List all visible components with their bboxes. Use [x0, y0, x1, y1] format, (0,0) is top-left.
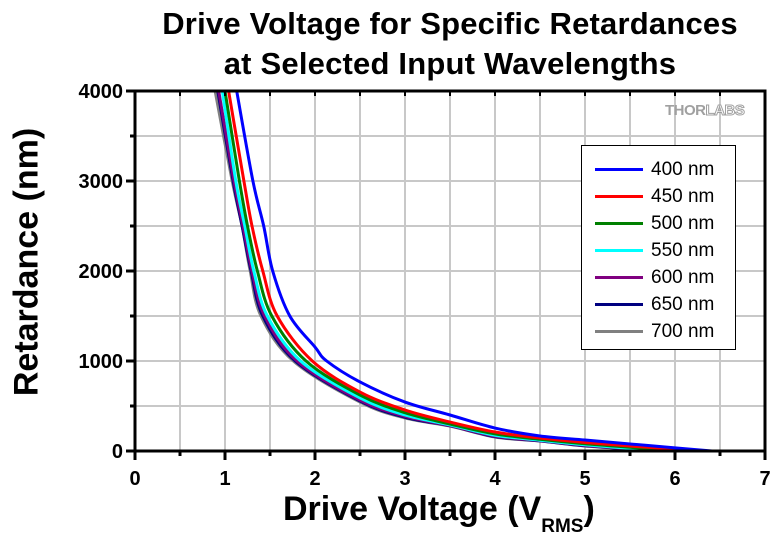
- logo-part-thor: THOR: [665, 102, 706, 119]
- chart-title-line-1: Drive Voltage for Specific Retardances: [162, 6, 738, 41]
- legend-label: 500 nm: [651, 212, 715, 234]
- axes: [126, 89, 767, 460]
- legend-item: 600 nm: [582, 264, 735, 291]
- x-axis-label: Drive Voltage (VRMS): [283, 490, 595, 538]
- legend-item: 650 nm: [582, 291, 735, 318]
- legend-label: 550 nm: [651, 239, 715, 261]
- legend-swatch: [595, 222, 643, 225]
- x-axis-label-close: ): [583, 490, 595, 528]
- legend-swatch: [595, 330, 643, 333]
- x-axis-label-subscript: RMS: [541, 516, 584, 537]
- legend-swatch: [595, 168, 643, 171]
- y-tick-label: 0: [112, 441, 123, 463]
- legend-label: 700 nm: [651, 320, 715, 342]
- tick-labels: 0 1 2 3 4 5 6 7 0 1000 2000 3000 4000: [79, 81, 771, 490]
- legend-label: 600 nm: [651, 266, 715, 288]
- chart-title-line-2: at Selected Input Wavelengths: [223, 46, 677, 81]
- thorlabs-logo: THORLABS: [665, 102, 745, 120]
- series-lines: [213, 91, 713, 451]
- legend-swatch: [595, 249, 643, 252]
- x-tick-label: 7: [759, 468, 770, 490]
- legend-label: 400 nm: [651, 158, 715, 180]
- y-tick-label: 1000: [79, 351, 124, 373]
- x-tick-label: 6: [669, 468, 680, 490]
- x-tick-label: 5: [579, 468, 590, 490]
- legend: 400 nm 450 nm 500 nm 550 nm 600 nm 650 nm 700 …: [581, 145, 736, 350]
- legend-label: 450 nm: [651, 185, 715, 207]
- legend-swatch: [595, 276, 643, 279]
- legend-item: 400 nm: [582, 156, 735, 183]
- y-tick-label: 2000: [79, 261, 124, 283]
- x-tick-label: 3: [399, 468, 410, 490]
- legend-swatch: [595, 195, 643, 198]
- legend-item: 700 nm: [582, 318, 735, 345]
- x-axis-label-main: Drive Voltage (V: [283, 490, 542, 528]
- y-axis-label: Retardance (nm): [7, 127, 46, 397]
- series-line-450-nm: [227, 91, 693, 451]
- x-tick-label: 0: [129, 468, 140, 490]
- logo-part-labs: LABS: [705, 102, 745, 120]
- legend-item: 500 nm: [582, 210, 735, 237]
- legend-item: 550 nm: [582, 237, 735, 264]
- legend-item: 450 nm: [582, 183, 735, 210]
- series-line-400-nm: [235, 91, 713, 451]
- x-tick-label: 4: [489, 468, 501, 490]
- y-tick-label: 3000: [79, 171, 124, 193]
- x-tick-label: 2: [309, 468, 320, 490]
- x-tick-label: 1: [219, 468, 230, 490]
- y-tick-label: 4000: [79, 81, 124, 103]
- legend-swatch: [595, 303, 643, 306]
- legend-label: 650 nm: [651, 293, 715, 315]
